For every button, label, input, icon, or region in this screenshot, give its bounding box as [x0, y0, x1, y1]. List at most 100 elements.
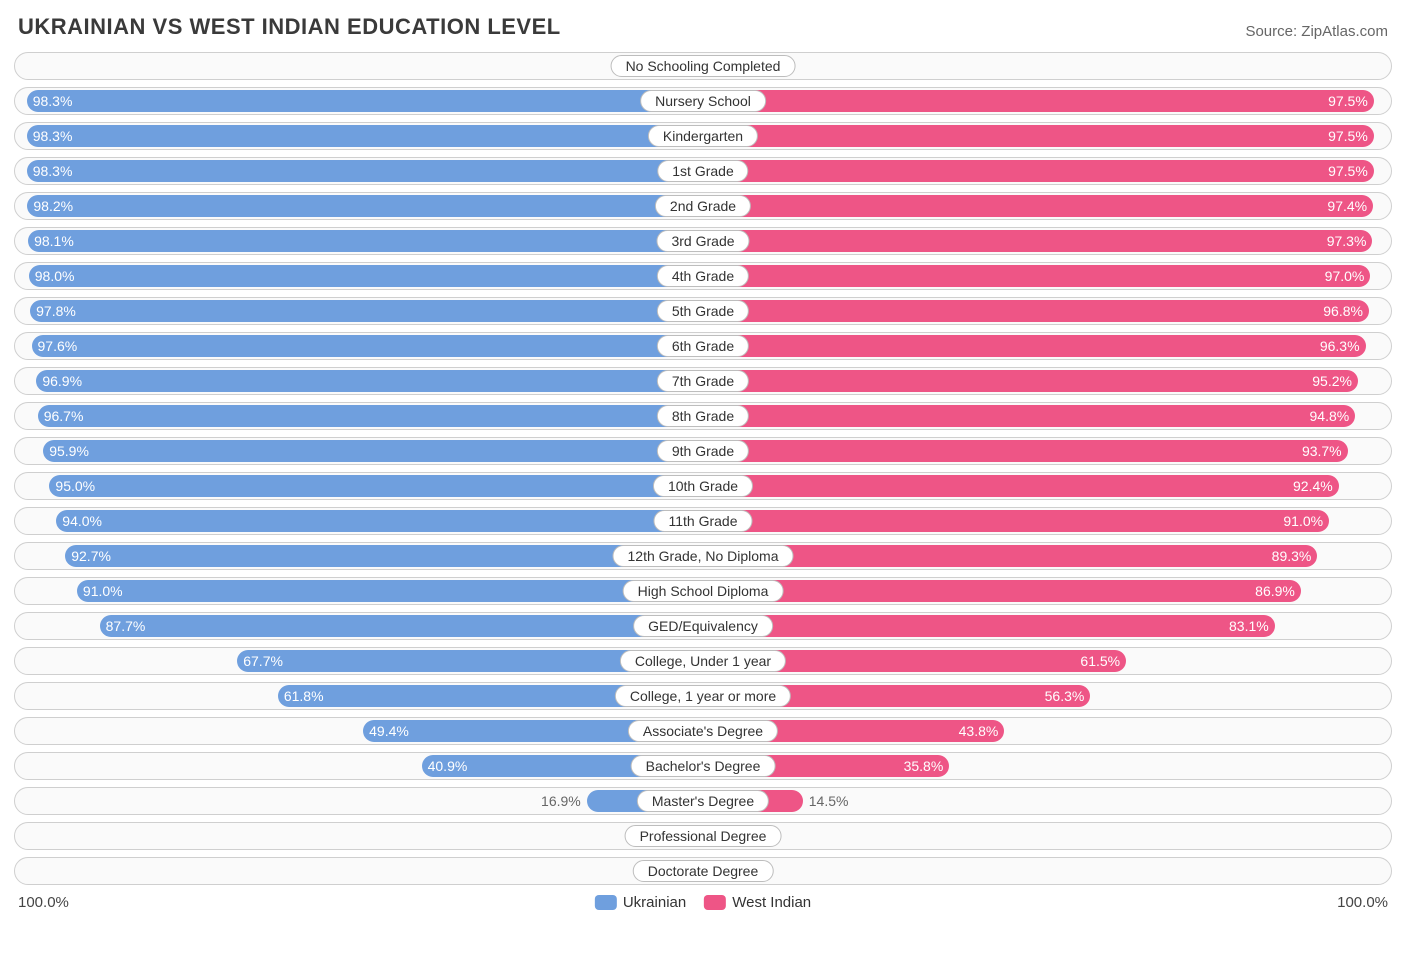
chart-row: 1.8%2.5%No Schooling Completed [14, 52, 1392, 80]
bar-right [703, 125, 1374, 147]
category-label: High School Diploma [623, 580, 784, 602]
value-left: 98.3% [33, 163, 73, 179]
bar-left [27, 195, 703, 217]
bar-left [30, 300, 703, 322]
value-right: 97.5% [1328, 93, 1368, 109]
legend-swatch-left [595, 895, 617, 910]
chart-row: 5.1%4.1%Professional Degree [14, 822, 1392, 850]
value-right: 97.5% [1328, 163, 1368, 179]
category-label: Doctorate Degree [633, 860, 774, 882]
category-label: College, 1 year or more [615, 685, 791, 707]
value-left: 95.9% [49, 443, 89, 459]
value-right: 97.3% [1327, 233, 1367, 249]
bar-left [32, 335, 703, 357]
bar-left [28, 230, 703, 252]
chart-row: 96.9%95.2%7th Grade [14, 367, 1392, 395]
value-left: 98.1% [34, 233, 74, 249]
chart-row: 98.3%97.5%Nursery School [14, 87, 1392, 115]
category-label: Kindergarten [648, 125, 758, 147]
value-right: 35.8% [904, 758, 944, 774]
chart-row: 16.9%14.5%Master's Degree [14, 787, 1392, 815]
bar-left [65, 545, 703, 567]
bar-right [703, 510, 1329, 532]
value-right: 96.8% [1323, 303, 1363, 319]
bar-left [29, 265, 703, 287]
value-right: 96.3% [1320, 338, 1360, 354]
bar-left [77, 580, 703, 602]
bar-left [38, 405, 703, 427]
legend-item-left: Ukrainian [595, 894, 686, 911]
value-left: 67.7% [243, 653, 283, 669]
bar-right [703, 265, 1370, 287]
value-right: 97.0% [1325, 268, 1365, 284]
category-label: GED/Equivalency [633, 615, 773, 637]
category-label: No Schooling Completed [611, 55, 796, 77]
value-left: 94.0% [62, 513, 102, 529]
bar-left [27, 125, 703, 147]
category-label: 4th Grade [657, 265, 749, 287]
chart-rows: 1.8%2.5%No Schooling Completed98.3%97.5%… [14, 52, 1392, 885]
bar-left [36, 370, 703, 392]
category-label: 11th Grade [653, 510, 752, 532]
category-label: 3rd Grade [656, 230, 749, 252]
value-left: 96.7% [44, 408, 84, 424]
category-label: College, Under 1 year [620, 650, 786, 672]
bar-right [703, 90, 1374, 112]
bar-right [703, 580, 1301, 602]
chart-row: 2.1%1.6%Doctorate Degree [14, 857, 1392, 885]
bar-left [27, 160, 703, 182]
value-right: 93.7% [1302, 443, 1342, 459]
chart-row: 98.0% 97.0% 4th Grade [14, 262, 1392, 290]
chart-row: 61.8%56.3%College, 1 year or more [14, 682, 1392, 710]
value-left: 92.7% [71, 548, 111, 564]
category-label: Associate's Degree [628, 720, 778, 742]
bar-left [43, 440, 703, 462]
bar-right [703, 335, 1366, 357]
chart-row: 97.8%96.8%5th Grade [14, 297, 1392, 325]
legend-swatch-right [704, 895, 726, 910]
value-left: 98.0% [35, 268, 75, 284]
category-label: 8th Grade [657, 405, 749, 427]
value-right: 91.0% [1283, 513, 1323, 529]
chart-row: 95.9% 93.7% 9th Grade [14, 437, 1392, 465]
category-label: Bachelor's Degree [631, 755, 776, 777]
chart-header: UKRAINIAN VS WEST INDIAN EDUCATION LEVEL… [14, 14, 1392, 40]
bar-right [703, 475, 1339, 497]
value-right: 61.5% [1080, 653, 1120, 669]
value-left: 97.8% [36, 303, 76, 319]
legend: Ukrainian West Indian [595, 894, 811, 911]
bar-right [703, 160, 1374, 182]
bar-left [100, 615, 703, 637]
category-label: 2nd Grade [655, 195, 751, 217]
bar-right [703, 370, 1358, 392]
bar-left [56, 510, 703, 532]
value-right: 92.4% [1293, 478, 1333, 494]
category-label: 1st Grade [657, 160, 748, 182]
chart-row: 92.7%89.3%12th Grade, No Diploma [14, 542, 1392, 570]
category-label: Nursery School [640, 90, 766, 112]
bar-right [703, 440, 1348, 462]
chart-container: UKRAINIAN VS WEST INDIAN EDUCATION LEVEL… [14, 14, 1392, 913]
value-left: 49.4% [369, 723, 409, 739]
category-label: Professional Degree [625, 825, 782, 847]
value-left: 98.2% [33, 198, 73, 214]
value-right: 86.9% [1255, 583, 1295, 599]
chart-row: 96.7%94.8%8th Grade [14, 402, 1392, 430]
chart-row: 95.0%92.4%10th Grade [14, 472, 1392, 500]
value-left: 98.3% [33, 128, 73, 144]
chart-row: 87.7%83.1%GED/Equivalency [14, 612, 1392, 640]
bar-right [703, 195, 1373, 217]
legend-item-right: West Indian [704, 894, 811, 911]
chart-row: 49.4%43.8%Associate's Degree [14, 717, 1392, 745]
legend-label-right: West Indian [732, 894, 811, 911]
category-label: 7th Grade [657, 370, 749, 392]
bar-left [49, 475, 703, 497]
category-label: 9th Grade [657, 440, 749, 462]
chart-row: 98.3% 97.5% 1st Grade [14, 157, 1392, 185]
value-right: 89.3% [1272, 548, 1312, 564]
axis-left-label: 100.0% [18, 894, 69, 911]
bar-right [703, 545, 1317, 567]
chart-row: 97.6%96.3%6th Grade [14, 332, 1392, 360]
bar-right [703, 615, 1275, 637]
chart-row: 98.3%97.5%Kindergarten [14, 122, 1392, 150]
